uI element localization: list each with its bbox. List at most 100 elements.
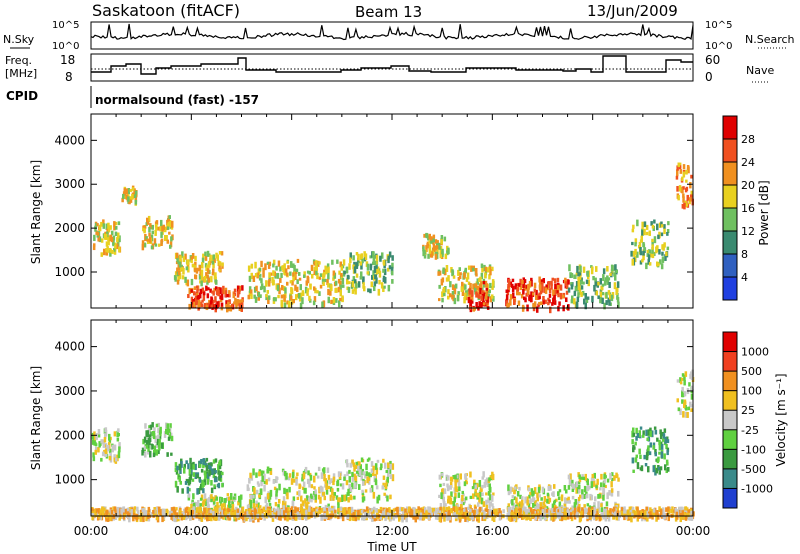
heatmap-cell xyxy=(450,491,453,498)
heatmap-cell xyxy=(438,494,441,499)
heatmap-cell xyxy=(276,273,280,279)
heatmap-cell xyxy=(182,256,186,263)
heatmap-cell xyxy=(461,281,464,289)
heatmap-cell xyxy=(606,275,609,281)
heatmap-cell xyxy=(371,514,375,519)
heatmap-cell xyxy=(485,477,489,484)
heatmap-cell xyxy=(318,486,321,494)
heatmap-cell xyxy=(257,268,261,275)
colorbar-swatch xyxy=(723,139,737,162)
heatmap-cell xyxy=(443,268,447,276)
heatmap-cell xyxy=(346,286,349,291)
heatmap-cell xyxy=(454,478,457,483)
heatmap-cell xyxy=(638,241,642,248)
heatmap-cell xyxy=(661,438,665,442)
heatmap-cell xyxy=(211,300,215,304)
heatmap-cell xyxy=(578,288,582,295)
heatmap-cell xyxy=(362,282,365,286)
heatmap-cell xyxy=(275,265,278,271)
heatmap-cell xyxy=(657,234,660,240)
heatmap-cell xyxy=(547,297,550,301)
heatmap-cell xyxy=(441,248,444,256)
heatmap-cell xyxy=(401,515,404,523)
heatmap-cell xyxy=(557,292,560,298)
heatmap-cell xyxy=(203,478,207,486)
heatmap-cell xyxy=(654,429,658,435)
heatmap-cell xyxy=(537,486,541,494)
heatmap-cell xyxy=(485,293,488,300)
heatmap-cell xyxy=(511,495,515,499)
heatmap-cell xyxy=(655,246,658,254)
heatmap-cell xyxy=(207,504,210,510)
heatmap-cell xyxy=(184,481,188,485)
heatmap-cell xyxy=(567,474,571,480)
heatmap-cell xyxy=(578,508,582,512)
heatmap-cell xyxy=(539,510,542,517)
heatmap-cell xyxy=(507,503,510,509)
heatmap-cell xyxy=(575,272,579,277)
heatmap-cell xyxy=(358,461,361,466)
heatmap-cell xyxy=(447,506,451,514)
heatmap-cell xyxy=(328,506,331,511)
heatmap-cell xyxy=(472,267,475,272)
heatmap-cell xyxy=(457,277,461,281)
heatmap-cell xyxy=(656,223,659,231)
heatmap-cell xyxy=(646,249,650,257)
heatmap-cell xyxy=(298,272,301,276)
heatmap-cell xyxy=(147,215,151,223)
heatmap-cell xyxy=(465,481,468,485)
heatmap-cell xyxy=(212,496,215,502)
heatmap-cell xyxy=(548,288,552,294)
heatmap-cell xyxy=(474,287,477,293)
heatmap-cell xyxy=(584,302,587,310)
heatmap-cell xyxy=(153,238,157,245)
heatmap-cell xyxy=(610,511,614,515)
heatmap-cell xyxy=(616,510,619,516)
heatmap-cell xyxy=(190,468,193,473)
heatmap-cell xyxy=(326,279,329,286)
heatmap-cell xyxy=(102,441,106,448)
heatmap-cell xyxy=(313,510,316,517)
heatmap-cell xyxy=(509,299,512,306)
heatmap-cell xyxy=(267,498,271,503)
heatmap-cell xyxy=(104,449,108,454)
heatmap-cell xyxy=(649,252,653,258)
colorbar-swatch xyxy=(723,390,737,411)
heatmap-cell xyxy=(567,496,570,503)
heatmap-cell xyxy=(425,245,428,252)
heatmap-cell xyxy=(575,481,579,488)
time-axis-label: Time UT xyxy=(366,540,417,554)
heatmap-cell xyxy=(292,478,296,483)
heatmap-cell xyxy=(454,474,457,480)
heatmap-cell xyxy=(623,512,626,517)
heatmap-cell xyxy=(606,478,610,483)
heatmap-cell xyxy=(314,493,317,500)
heatmap-cell xyxy=(475,291,478,298)
heatmap-cell xyxy=(590,508,594,516)
heatmap-cell xyxy=(178,260,182,268)
heatmap-cell xyxy=(545,284,548,289)
heatmap-cell xyxy=(179,480,182,485)
heatmap-cell xyxy=(447,499,450,504)
heatmap-cell xyxy=(200,515,204,522)
heatmap-cell xyxy=(318,276,322,280)
heatmap-cell xyxy=(218,465,222,470)
heatmap-cell xyxy=(458,506,461,511)
heatmap-cell xyxy=(103,510,107,518)
heatmap-cell xyxy=(375,467,379,475)
heatmap-cell xyxy=(457,291,460,296)
heatmap-cell xyxy=(547,510,551,515)
heatmap-cell xyxy=(114,515,118,521)
heatmap-cell xyxy=(213,516,216,521)
heatmap-cell xyxy=(365,463,368,471)
heatmap-cell xyxy=(631,457,635,464)
heatmap-cell xyxy=(351,281,354,288)
heatmap-cell xyxy=(643,228,646,236)
heatmap-cell xyxy=(511,515,514,522)
heatmap-cell xyxy=(332,476,336,482)
heatmap-cell xyxy=(200,459,203,465)
heatmap-cell xyxy=(212,459,216,464)
heatmap-cell xyxy=(595,290,598,296)
heatmap-cell xyxy=(305,503,308,509)
heatmap-cell xyxy=(524,496,527,504)
